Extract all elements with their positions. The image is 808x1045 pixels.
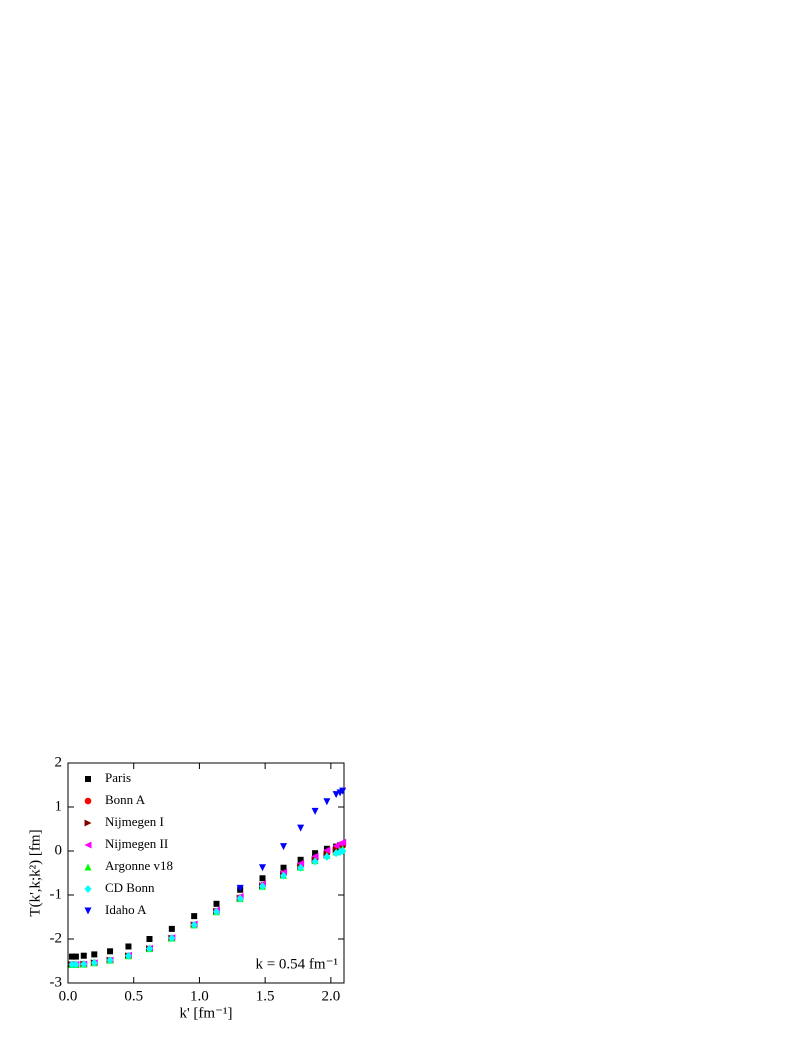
- legend-marker: [84, 797, 92, 805]
- data-point: [107, 948, 114, 955]
- data-point: [339, 787, 347, 795]
- y-tick-label: -3: [50, 974, 63, 990]
- data-point: [259, 882, 267, 891]
- legend-marker: [84, 863, 92, 871]
- data-point: [68, 960, 76, 969]
- x-tick-label: 0.0: [59, 988, 78, 1004]
- data-point: [323, 852, 331, 861]
- data-point: [191, 913, 198, 920]
- legend-label: Idaho A: [105, 902, 147, 917]
- y-tick-label: 1: [55, 798, 63, 814]
- data-point: [124, 951, 132, 960]
- data-point: [311, 807, 319, 815]
- legend-marker: [84, 907, 92, 915]
- legend-label: Bonn A: [105, 792, 146, 807]
- annotation: k = 0.54 fm⁻¹: [255, 956, 338, 972]
- data-point: [72, 960, 80, 969]
- data-point: [190, 920, 198, 929]
- data-point: [236, 894, 244, 903]
- data-point: [259, 864, 267, 872]
- y-tick-label: 0: [55, 842, 63, 858]
- legend-marker: [84, 841, 92, 849]
- data-point: [168, 934, 176, 943]
- y-tick-label: -1: [50, 886, 63, 902]
- data-point: [297, 859, 305, 867]
- data-point: [213, 900, 220, 907]
- data-point: [311, 857, 319, 866]
- legend-marker: [84, 885, 92, 893]
- data-point: [323, 846, 331, 854]
- x-tick-label: 2.0: [321, 988, 340, 1004]
- data-point: [80, 960, 88, 969]
- data-point: [145, 944, 153, 953]
- legend-marker: [84, 819, 92, 827]
- data-point: [332, 791, 340, 799]
- data-point: [68, 953, 75, 960]
- legend-label: Paris: [105, 770, 131, 785]
- data-point: [280, 864, 287, 871]
- legend-label: Nijmegen I: [105, 814, 164, 829]
- legend-marker: [85, 776, 91, 782]
- legend-label: CD Bonn: [105, 880, 155, 895]
- data-point: [106, 956, 114, 965]
- data-point: [339, 847, 347, 855]
- legend-label: Argonne v18: [105, 858, 173, 873]
- data-point: [146, 936, 153, 942]
- data-point: [80, 952, 87, 959]
- legend-label: Nijmegen II: [105, 836, 168, 851]
- x-tick-label: 0.5: [124, 988, 143, 1004]
- data-point: [339, 838, 347, 846]
- y-axis-label: T(k',k;k²) [fm]: [27, 829, 43, 916]
- data-point: [91, 951, 98, 958]
- data-point: [311, 852, 319, 860]
- data-point: [168, 925, 175, 932]
- data-point: [213, 907, 221, 916]
- data-point: [297, 863, 305, 872]
- x-axis-label: k' [fm⁻¹]: [179, 1005, 232, 1021]
- data-point: [323, 798, 331, 806]
- data-point: [297, 824, 305, 832]
- data-point: [236, 884, 244, 892]
- data-point: [280, 843, 288, 851]
- x-tick-label: 1.0: [190, 988, 209, 1004]
- data-point: [125, 943, 132, 950]
- data-point: [280, 871, 288, 880]
- data-point: [312, 850, 319, 857]
- data-point: [259, 875, 266, 882]
- plot-frame: [67, 762, 345, 984]
- y-tick-label: 2: [55, 754, 63, 770]
- data-point: [72, 953, 79, 960]
- y-tick-label: -2: [50, 930, 63, 946]
- data-point: [90, 958, 98, 967]
- data-point: [297, 856, 304, 863]
- x-tick-label: 1.5: [256, 988, 275, 1004]
